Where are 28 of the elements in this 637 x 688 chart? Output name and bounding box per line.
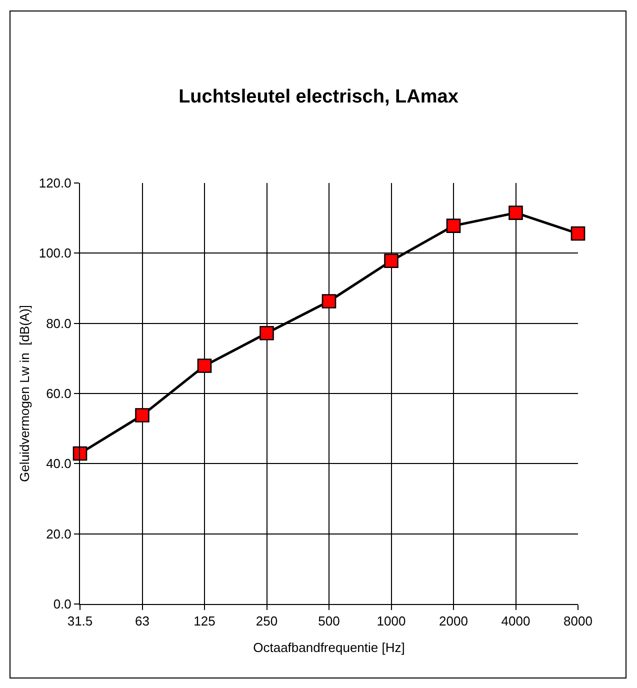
- y-tick-label: 60.0: [46, 386, 72, 402]
- x-tick-label: 1000: [376, 614, 406, 629]
- x-tick-label: 500: [318, 614, 340, 629]
- x-tick-label: 4000: [501, 614, 530, 629]
- x-tick-label: 63: [135, 614, 150, 629]
- point: [135, 408, 150, 422]
- point: [446, 218, 461, 233]
- point: [72, 446, 88, 461]
- y-tick-label: 100.0: [38, 246, 72, 261]
- x-tick-label: 2000: [439, 614, 468, 629]
- x-tick-label: 31.5: [67, 614, 93, 629]
- point: [197, 358, 212, 373]
- chart-title: Luchtsleutel electrisch, LAmax: [178, 86, 459, 108]
- point: [322, 294, 336, 308]
- y-tick-label: 40.0: [46, 456, 72, 472]
- point: [570, 226, 586, 241]
- x-axis-title: Octaafbandfrequentie [Hz]: [253, 640, 405, 656]
- y-tick-label: 80.0: [46, 316, 72, 331]
- point: [260, 326, 274, 340]
- x-tick-label: 8000: [564, 614, 592, 629]
- y-tick-label: 120.0: [38, 176, 72, 191]
- point: [508, 206, 523, 220]
- point: [384, 254, 398, 268]
- y-axis-title: Geluidvermogen Lw in [dB(A)]: [16, 304, 32, 482]
- x-tick-label: 125: [194, 614, 216, 629]
- x-tick-label: 250: [256, 614, 278, 629]
- y-tick-label: 20.0: [46, 526, 72, 542]
- y-tick-label: 0.0: [53, 596, 72, 612]
